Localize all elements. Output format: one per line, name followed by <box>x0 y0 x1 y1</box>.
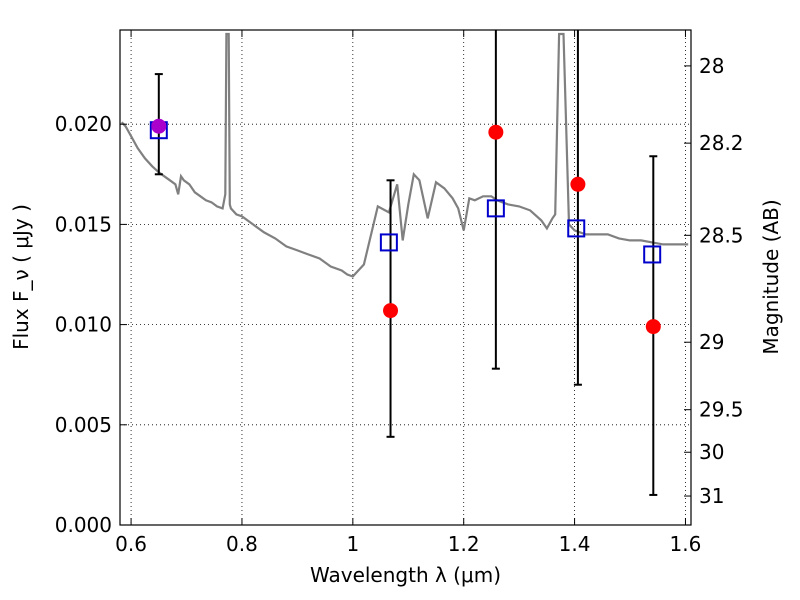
right-tick-label: 28 <box>699 54 724 78</box>
model-photometry-square <box>379 233 398 252</box>
sed-polyline <box>120 32 689 278</box>
right-tick-label: 31 <box>699 484 724 508</box>
x-tick-label: 1.6 <box>670 532 702 556</box>
right-tick-label: 29 <box>699 330 724 354</box>
y-axis-right-label: Magnitude (AB) <box>759 199 783 354</box>
axis-ticks <box>120 30 691 526</box>
y-axis-label: Flux F_ν ( μJy ) <box>9 204 33 350</box>
x-tick-label: 1.4 <box>559 532 591 556</box>
x-tick-label: 1.2 <box>448 532 480 556</box>
model-photometry-points <box>149 121 662 264</box>
x-tick-label: 1 <box>346 532 359 556</box>
y-tick-label: 0.015 <box>55 212 112 236</box>
observed-photometry-point <box>488 124 504 140</box>
y-tick-label: 0.020 <box>55 112 112 136</box>
y-tick-label: 0.000 <box>55 513 112 537</box>
y-tick-label: 0.010 <box>55 313 112 337</box>
x-tick-label: 0.8 <box>226 532 258 556</box>
grid-lines <box>120 30 691 525</box>
x-axis-label: Wavelength λ (μm) <box>310 563 501 587</box>
model-photometry-square <box>567 219 586 238</box>
observed-photometry-points <box>151 118 661 335</box>
right-tick-label: 29.5 <box>699 398 744 422</box>
observed-photometry-point <box>570 176 586 192</box>
model-photometry-square <box>486 199 505 218</box>
y-tick-label: 0.005 <box>55 413 112 437</box>
model-photometry-square <box>643 245 662 264</box>
right-tick-label: 30 <box>699 440 724 464</box>
right-tick-label: 28.5 <box>699 223 744 247</box>
x-tick-label: 0.6 <box>115 532 147 556</box>
axis-tick-labels: 0.6 0.8 1 1.2 1.4 1.6 0.000 0.005 0.010 0.015 0.02… <box>55 54 744 556</box>
observed-photometry-point <box>151 118 167 134</box>
right-tick-label: 28.2 <box>699 131 744 155</box>
observed-photometry-point <box>645 319 661 335</box>
model-sed-line <box>120 32 689 278</box>
plot-frame <box>119 29 692 526</box>
observed-photometry-point <box>383 303 399 319</box>
